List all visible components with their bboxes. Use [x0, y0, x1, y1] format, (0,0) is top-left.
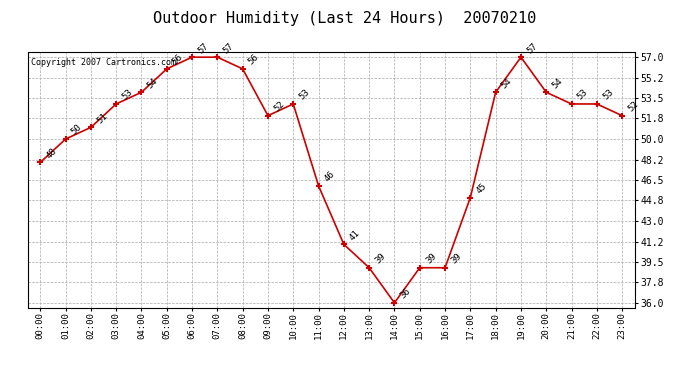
- Text: 46: 46: [323, 170, 337, 184]
- Text: 54: 54: [551, 76, 564, 90]
- Text: 39: 39: [449, 252, 463, 266]
- Text: 39: 39: [373, 252, 387, 266]
- Text: 41: 41: [348, 228, 362, 242]
- Text: 53: 53: [120, 88, 135, 102]
- Text: 56: 56: [171, 53, 185, 67]
- Text: 53: 53: [575, 88, 590, 102]
- Text: 57: 57: [221, 41, 235, 55]
- Text: 56: 56: [247, 53, 261, 67]
- Text: 57: 57: [196, 41, 210, 55]
- Text: 48: 48: [44, 146, 59, 160]
- Text: 51: 51: [95, 111, 109, 125]
- Text: 54: 54: [146, 76, 159, 90]
- Text: 36: 36: [399, 287, 413, 301]
- Text: 53: 53: [601, 88, 615, 102]
- Text: 54: 54: [500, 76, 514, 90]
- Text: 52: 52: [627, 99, 640, 114]
- Text: 50: 50: [70, 123, 83, 137]
- Text: 52: 52: [272, 99, 286, 114]
- Text: 53: 53: [297, 88, 311, 102]
- Text: Outdoor Humidity (Last 24 Hours)  20070210: Outdoor Humidity (Last 24 Hours) 2007021…: [153, 11, 537, 26]
- Text: 57: 57: [525, 41, 539, 55]
- Text: Copyright 2007 Cartronics.com: Copyright 2007 Cartronics.com: [30, 58, 176, 67]
- Text: 45: 45: [475, 182, 489, 195]
- Text: 39: 39: [424, 252, 438, 266]
